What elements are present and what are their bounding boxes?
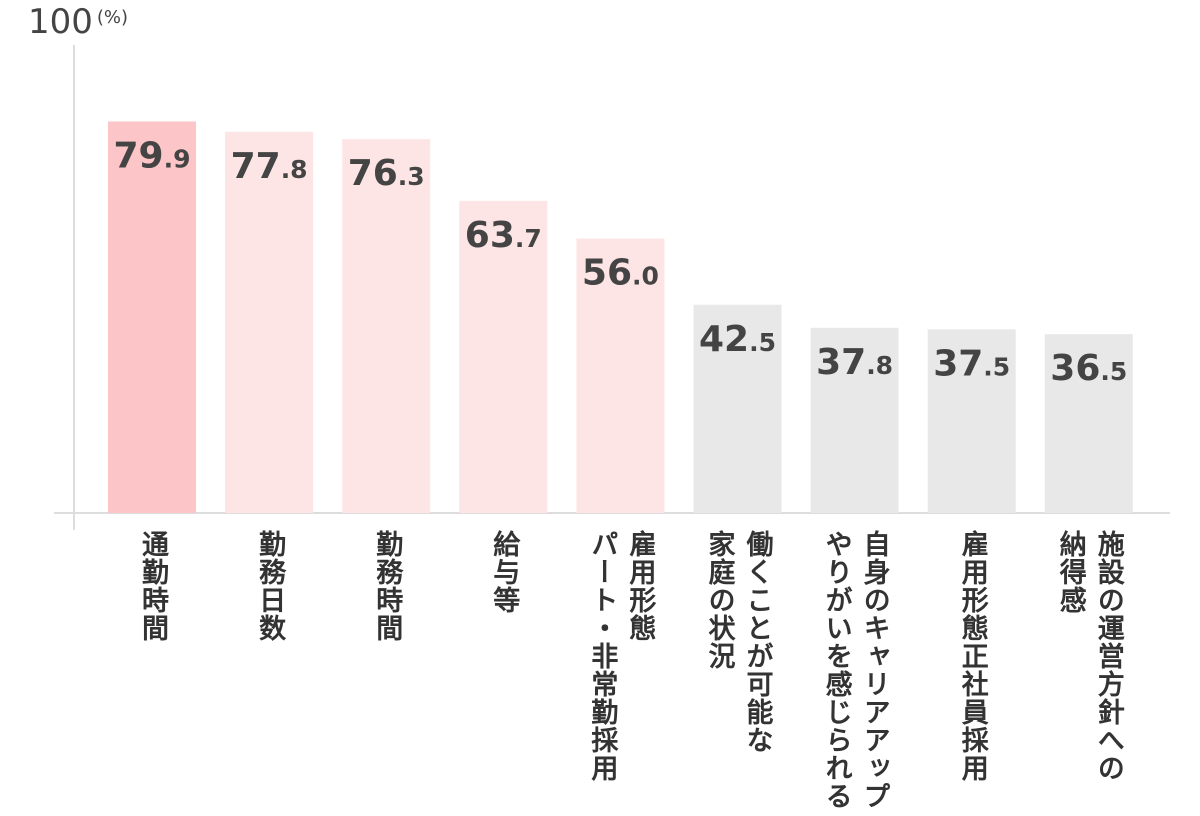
category-label-2-line-1: 勤務日数: [254, 530, 286, 642]
bar-9: [1044, 334, 1133, 513]
category-label-1: 通勤時間: [108, 530, 196, 642]
category-label-7-line-2: やりがいを感じられる: [820, 530, 852, 810]
category-label-7-line-1: 自身のキャリアアップ: [858, 530, 890, 810]
value-label-5: 56.0: [582, 253, 659, 294]
category-label-6: 働くことが可能な 家庭の状況: [694, 530, 782, 754]
bar-6: [693, 304, 782, 513]
bar-8: [927, 329, 1016, 513]
category-label-5-line-1: 雇用形態: [624, 530, 656, 642]
value-label-1: 79.9: [113, 135, 190, 176]
bar-7: [810, 327, 899, 513]
category-label-9-line-1: 施設の運営方針への: [1092, 530, 1124, 782]
value-label-2: 77.8: [231, 146, 308, 187]
category-label-4-line-1: 給与等: [488, 530, 520, 614]
category-label-5-line-2: パート・非常勤採用: [586, 530, 618, 782]
value-label-3: 76.3: [348, 153, 425, 194]
bar-4: [459, 200, 548, 513]
value-label-4: 63.7: [465, 215, 542, 256]
category-label-4: 給与等: [459, 530, 547, 614]
y-unit-label: (%): [96, 7, 129, 28]
category-label-6-line-2: 家庭の状況: [703, 530, 735, 670]
bar-2: [225, 131, 314, 513]
category-label-2: 勤務日数: [225, 530, 313, 642]
value-label-6: 42.5: [699, 319, 776, 360]
category-label-3: 勤務時間: [342, 530, 430, 642]
category-label-9-line-2: 納得感: [1054, 530, 1086, 614]
category-label-3-line-1: 勤務時間: [371, 530, 403, 642]
category-label-6-line-1: 働くことが可能な: [741, 530, 773, 754]
category-label-8-line-1: 雇用形態正社員採用: [956, 530, 988, 782]
bar-3: [342, 139, 431, 513]
category-label-1-line-1: 通勤時間: [137, 530, 168, 642]
category-label-8: 雇用形態正社員採用: [928, 530, 1016, 782]
y-max-value: 100: [28, 2, 93, 42]
category-label-7: 自身のキャリアアップ やりがいを感じられる: [811, 530, 899, 810]
value-label-9: 36.5: [1050, 348, 1127, 389]
bar-1: [108, 121, 196, 514]
category-label-9: 施設の運営方針への 納得感: [1045, 530, 1133, 782]
category-label-5: 雇用形態 パート・非常勤採用: [576, 530, 664, 782]
value-label-7: 37.8: [816, 342, 893, 383]
bar-5: [576, 238, 665, 513]
y-axis-max-label: 100 (%): [28, 2, 128, 42]
value-label-8: 37.5: [933, 343, 1010, 384]
bars-group: 79.9 77.8 76.3 63.7 56.0 42.5 37.8 37.5 36.5: [108, 121, 1133, 514]
